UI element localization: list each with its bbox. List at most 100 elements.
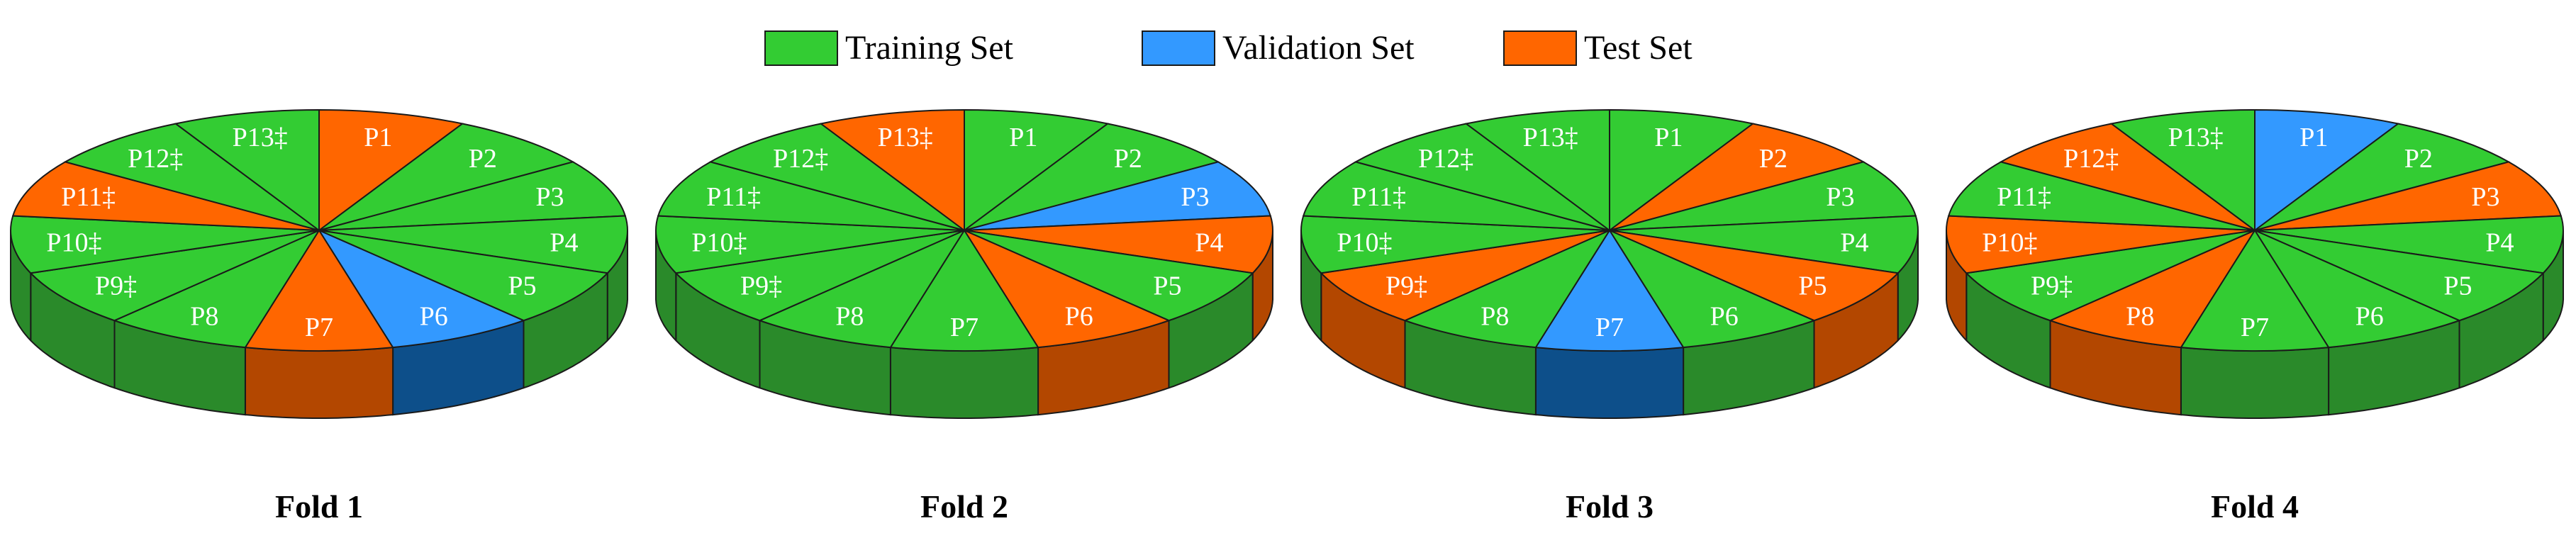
fold-pie-4: P1 P2 P3 P4 P5 P6 P7 P8 P9‡ P10‡ P11‡ P12‡ P13‡ Fold … — [1946, 108, 2564, 525]
slice-p13 — [1464, 108, 1610, 232]
slice-label-p7: P7 — [305, 313, 333, 342]
slice-p4 — [964, 215, 1273, 274]
slice-p5 — [964, 230, 1254, 322]
legend-label-training: Training Set — [845, 29, 1013, 67]
slice-p13 — [819, 108, 965, 232]
slice-label-p6: P6 — [1065, 301, 1093, 331]
slice-label-p5: P5 — [2443, 271, 2472, 301]
legend-item-validation: Validation Set — [1142, 27, 1415, 69]
slice-p8 — [2048, 228, 2257, 349]
slice-side-p7 — [244, 347, 394, 419]
slice-p10 — [10, 215, 320, 274]
slice-p6 — [1607, 228, 1817, 349]
slice-label-p12: P12‡ — [128, 144, 183, 174]
legend: Training Set Validation Set Test Set — [0, 27, 2576, 84]
slice-side-p7 — [889, 347, 1039, 419]
slice-p1 — [318, 108, 464, 232]
slice-label-p7: P7 — [1595, 313, 1624, 342]
slice-p6 — [317, 228, 526, 349]
slice-label-p3: P3 — [535, 182, 564, 212]
slice-p7 — [1534, 229, 1685, 352]
slice-label-p2: P2 — [469, 144, 497, 174]
slice-label-p1: P1 — [364, 123, 392, 152]
slice-p9 — [674, 230, 965, 322]
slice-p13 — [2109, 108, 2256, 232]
slice-p11 — [1947, 161, 2256, 231]
slice-p2 — [1609, 123, 1866, 231]
legend-item-training: Training Set — [764, 27, 1013, 69]
slice-p9 — [29, 230, 320, 322]
slice-label-p11: P11‡ — [1997, 182, 2051, 212]
slice-p8 — [1403, 228, 1612, 349]
slice-p1 — [2254, 108, 2400, 232]
slice-p7 — [244, 229, 394, 352]
slice-p9 — [1320, 230, 1610, 322]
slice-p2 — [2254, 123, 2511, 231]
slice-p12 — [63, 123, 320, 231]
slice-p3 — [2254, 161, 2563, 231]
legend-label-test: Test Set — [1584, 29, 1693, 67]
slice-p12 — [1999, 123, 2256, 231]
slice-label-p8: P8 — [1481, 301, 1509, 331]
slice-p12 — [708, 123, 965, 231]
slice-p10 — [1300, 215, 1610, 274]
fold-title-2: Fold 2 — [920, 488, 1008, 525]
legend-item-test: Test Set — [1503, 27, 1693, 69]
fold-pie-3: P1 P2 P3 P4 P5 P6 P7 P8 P9‡ P10‡ P11‡ P12‡ P13‡ Fold … — [1300, 108, 1919, 525]
fold-title-4: Fold 4 — [2211, 488, 2299, 525]
slice-p6 — [2253, 228, 2462, 349]
slice-label-p7: P7 — [2241, 313, 2269, 342]
slice-p3 — [1609, 161, 1917, 231]
slice-p9 — [1965, 230, 2256, 322]
slice-label-p2: P2 — [2404, 144, 2433, 174]
slice-label-p8: P8 — [835, 301, 864, 331]
slice-label-p2: P2 — [1114, 144, 1142, 174]
slice-label-p10: P10‡ — [1982, 228, 2037, 257]
slice-label-p4: P4 — [1840, 228, 1868, 257]
slice-p6 — [962, 228, 1171, 349]
slice-label-p3: P3 — [2471, 182, 2499, 212]
slice-p5 — [2254, 230, 2545, 322]
slice-label-p13: P13‡ — [233, 123, 288, 152]
slice-label-p10: P10‡ — [691, 228, 747, 257]
slice-label-p6: P6 — [420, 301, 448, 331]
slice-label-p5: P5 — [1153, 271, 1181, 301]
slice-label-p11: P11‡ — [1351, 182, 1406, 212]
slice-p5 — [318, 230, 609, 322]
slice-label-p9: P9‡ — [1385, 271, 1427, 301]
slice-p1 — [1609, 108, 1755, 232]
slice-side-p7 — [2180, 347, 2330, 419]
slice-label-p11: P11‡ — [706, 182, 761, 212]
slice-label-p8: P8 — [190, 301, 218, 331]
slice-p3 — [318, 161, 627, 231]
slice-p11 — [1302, 161, 1610, 231]
fold-pie-1: P1 P2 P3 P4 P5 P6 P7 P8 P9‡ P10‡ P11‡ P12‡ P13‡ Fold … — [10, 108, 628, 525]
test-swatch — [1503, 30, 1577, 66]
slice-p2 — [318, 123, 575, 231]
slice-label-p3: P3 — [1181, 182, 1209, 212]
slice-label-p12: P12‡ — [2063, 144, 2119, 174]
slice-label-p5: P5 — [1798, 271, 1827, 301]
slice-label-p4: P4 — [1195, 228, 1223, 257]
slice-label-p13: P13‡ — [2168, 123, 2224, 152]
slice-label-p9: P9‡ — [95, 271, 137, 301]
slice-label-p6: P6 — [1710, 301, 1739, 331]
slice-p10 — [655, 215, 965, 274]
slice-p12 — [1354, 123, 1610, 231]
slice-p3 — [964, 161, 1272, 231]
slice-label-p8: P8 — [2126, 301, 2154, 331]
slice-p4 — [2254, 215, 2564, 274]
slice-label-p12: P12‡ — [773, 144, 828, 174]
slice-label-p2: P2 — [1759, 144, 1788, 174]
slice-p4 — [318, 215, 628, 274]
slice-label-p6: P6 — [2355, 301, 2384, 331]
legend-label-validation: Validation Set — [1222, 29, 1415, 67]
slice-label-p5: P5 — [508, 271, 536, 301]
slice-p7 — [889, 229, 1039, 352]
fold-pie-2: P1 P2 P3 P4 P5 P6 P7 P8 P9‡ P10‡ P11‡ P12‡ P13‡ Fold … — [655, 108, 1273, 525]
slice-label-p1: P1 — [1009, 123, 1037, 152]
slice-label-p13: P13‡ — [878, 123, 933, 152]
slice-label-p4: P4 — [2485, 228, 2514, 257]
slice-label-p9: P9‡ — [2031, 271, 2073, 301]
